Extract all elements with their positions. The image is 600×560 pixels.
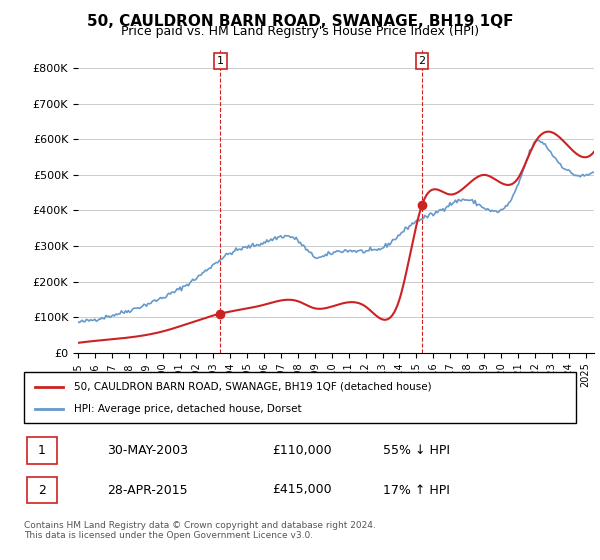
Text: Price paid vs. HM Land Registry's House Price Index (HPI): Price paid vs. HM Land Registry's House … xyxy=(121,25,479,38)
Text: £110,000: £110,000 xyxy=(272,444,332,458)
Text: £415,000: £415,000 xyxy=(272,483,332,497)
Text: 2: 2 xyxy=(418,56,425,66)
Text: 28-APR-2015: 28-APR-2015 xyxy=(107,483,187,497)
Text: Contains HM Land Registry data © Crown copyright and database right 2024.
This d: Contains HM Land Registry data © Crown c… xyxy=(24,521,376,540)
Text: 30-MAY-2003: 30-MAY-2003 xyxy=(107,444,188,458)
FancyBboxPatch shape xyxy=(27,437,57,464)
Text: 17% ↑ HPI: 17% ↑ HPI xyxy=(383,483,449,497)
FancyBboxPatch shape xyxy=(27,477,57,503)
Text: 1: 1 xyxy=(38,444,46,458)
FancyBboxPatch shape xyxy=(24,372,576,423)
Text: 2: 2 xyxy=(38,483,46,497)
Text: 50, CAULDRON BARN ROAD, SWANAGE, BH19 1QF (detached house): 50, CAULDRON BARN ROAD, SWANAGE, BH19 1Q… xyxy=(74,381,431,391)
Text: HPI: Average price, detached house, Dorset: HPI: Average price, detached house, Dors… xyxy=(74,404,301,414)
Text: 1: 1 xyxy=(217,56,224,66)
Text: 55% ↓ HPI: 55% ↓ HPI xyxy=(383,444,450,458)
Text: 50, CAULDRON BARN ROAD, SWANAGE, BH19 1QF: 50, CAULDRON BARN ROAD, SWANAGE, BH19 1Q… xyxy=(87,14,513,29)
